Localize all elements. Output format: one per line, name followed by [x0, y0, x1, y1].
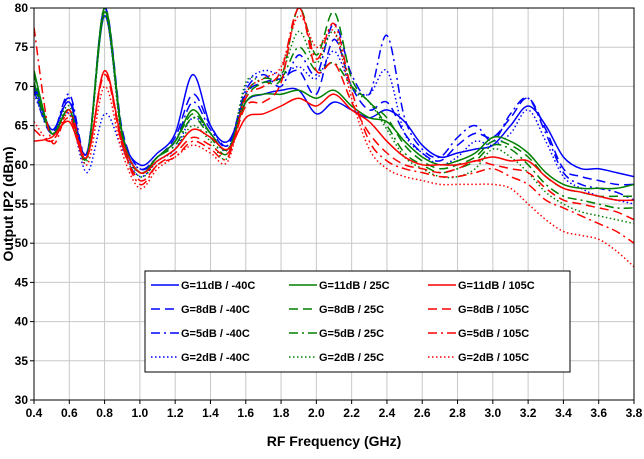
- y-tick-label: 30: [15, 393, 29, 407]
- legend-label: G=5dB / 105C: [458, 328, 529, 340]
- x-tick-label: 0.4: [26, 406, 43, 420]
- x-axis-ticks: 0.4 0.6 0.8 1.0 1.2 1.4 1.6 1.8 2.0 2.2 2.4 2.6 2.8 3…: [26, 400, 643, 420]
- x-tick-label: 3.6: [590, 406, 607, 420]
- legend-label: G=5dB / -40C: [181, 328, 250, 340]
- legend-label: G=11dB / 105C: [458, 280, 535, 292]
- legend-label: G=8dB / 25C: [319, 304, 384, 316]
- y-tick-label: 60: [15, 158, 29, 172]
- x-tick-label: 1.8: [273, 406, 290, 420]
- y-tick-label: 55: [15, 197, 29, 211]
- legend-label: G=11dB / -40C: [181, 280, 255, 292]
- series-line: [34, 8, 634, 244]
- x-tick-label: 0.6: [61, 406, 78, 420]
- y-tick-label: 35: [15, 354, 29, 368]
- x-tick-label: 0.8: [96, 406, 113, 420]
- x-tick-label: 1.0: [132, 406, 149, 420]
- x-tick-label: 2.0: [308, 406, 325, 420]
- y-tick-label: 45: [15, 275, 29, 289]
- series-line: [34, 11, 634, 190]
- x-tick-label: 3.2: [520, 406, 537, 420]
- x-axis-title: RF Frequency (GHz): [267, 433, 402, 449]
- x-tick-label: 3.8: [626, 406, 643, 420]
- series-line: [34, 15, 634, 268]
- legend-label: G=11dB / 25C: [319, 280, 390, 292]
- series-line: [34, 8, 634, 209]
- y-tick-label: 70: [15, 79, 29, 93]
- legend: G=11dB / -40C G=8dB / -40C G=5dB / -40C G=2…: [144, 270, 571, 373]
- x-tick-label: 3.0: [484, 406, 501, 420]
- legend-label: G=2dB / 25C: [319, 352, 384, 364]
- x-tick-label: 2.6: [414, 406, 431, 420]
- y-tick-label: 40: [15, 315, 29, 329]
- y-tick-label: 75: [15, 40, 29, 54]
- legend-label: G=8dB / 105C: [458, 304, 529, 316]
- legend-label: G=2dB / 105C: [458, 352, 529, 364]
- y-axis-ticks: 30 35 40 45 50 55 60 65 70 75 80: [15, 1, 34, 407]
- series-line: [34, 8, 634, 198]
- series-lines: [34, 8, 634, 268]
- y-tick-label: 50: [15, 236, 29, 250]
- y-axis-title: Output IP2 (dBm): [0, 146, 16, 261]
- series-line: [34, 69, 634, 202]
- legend-label: G=5dB / 25C: [319, 328, 384, 340]
- x-tick-label: 2.8: [449, 406, 466, 420]
- legend-label: G=2dB / -40C: [181, 352, 250, 364]
- y-tick-label: 80: [15, 1, 29, 15]
- legend-box: [144, 270, 571, 373]
- series-line: [34, 8, 634, 221]
- x-tick-label: 2.4: [379, 406, 396, 420]
- y-tick-label: 65: [15, 119, 29, 133]
- legend-label: G=8dB / -40C: [181, 304, 250, 316]
- x-tick-label: 3.4: [555, 406, 572, 420]
- x-tick-label: 1.4: [202, 406, 219, 420]
- x-tick-label: 2.2: [343, 406, 360, 420]
- x-tick-label: 1.6: [237, 406, 254, 420]
- x-tick-label: 1.2: [167, 406, 184, 420]
